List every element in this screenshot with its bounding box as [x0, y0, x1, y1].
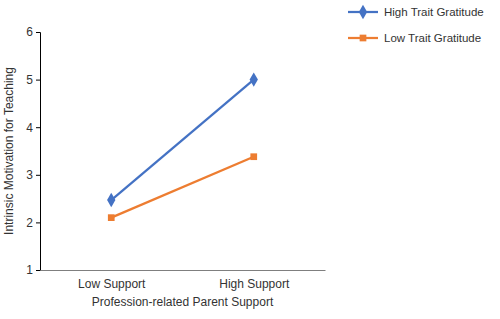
y-tick-mark — [36, 127, 40, 128]
y-tick: 2 — [26, 216, 40, 230]
y-tick: 3 — [26, 168, 40, 182]
y-tick: 4 — [26, 121, 40, 135]
legend: High Trait Gratitude Low Trait Gratitude — [348, 5, 484, 44]
marker — [250, 153, 257, 160]
y-tick-label: 3 — [26, 168, 33, 182]
y-tick-label: 4 — [26, 121, 33, 135]
y-tick: 5 — [26, 73, 40, 87]
x-axis-title: Profession-related Parent Support — [92, 295, 274, 309]
legend-marker — [360, 35, 367, 42]
legend-item: Low Trait Gratitude — [348, 32, 481, 44]
y-tick-label: 5 — [26, 73, 33, 87]
series-line — [111, 80, 254, 200]
y-tick-label: 1 — [26, 263, 33, 277]
legend-label: High Trait Gratitude — [384, 6, 484, 18]
marker — [250, 72, 258, 86]
y-tick-mark — [36, 270, 40, 271]
plot-area — [107, 72, 258, 221]
y-tick-mark — [36, 80, 40, 81]
y-tick-mark — [36, 32, 40, 33]
y-tick-label: 6 — [26, 25, 33, 39]
y-tick-mark — [36, 222, 40, 223]
x-axis: Low Support High Support — [41, 270, 326, 291]
marker — [107, 193, 115, 207]
x-axis-line — [41, 270, 326, 271]
series-line — [111, 157, 254, 218]
y-axis: 1 2 3 4 5 6 — [26, 25, 40, 277]
x-tick: Low Support — [78, 270, 146, 291]
legend-item: High Trait Gratitude — [348, 5, 484, 19]
chart: 1 2 3 4 5 6 Low Support High Support Profession-… — [0, 0, 500, 319]
y-tick-label: 2 — [26, 216, 33, 230]
marker — [108, 214, 115, 221]
y-axis-title: Intrinsic Motivation for Teaching — [2, 67, 16, 235]
legend-marker — [359, 5, 367, 19]
y-tick: 6 — [26, 25, 40, 39]
y-tick: 1 — [26, 263, 40, 277]
x-tick: High Support — [219, 270, 290, 291]
x-tick-label: High Support — [219, 277, 290, 291]
x-tick-label: Low Support — [78, 277, 146, 291]
y-tick-mark — [36, 175, 40, 176]
legend-label: Low Trait Gratitude — [384, 32, 481, 44]
y-axis-line — [36, 33, 41, 271]
